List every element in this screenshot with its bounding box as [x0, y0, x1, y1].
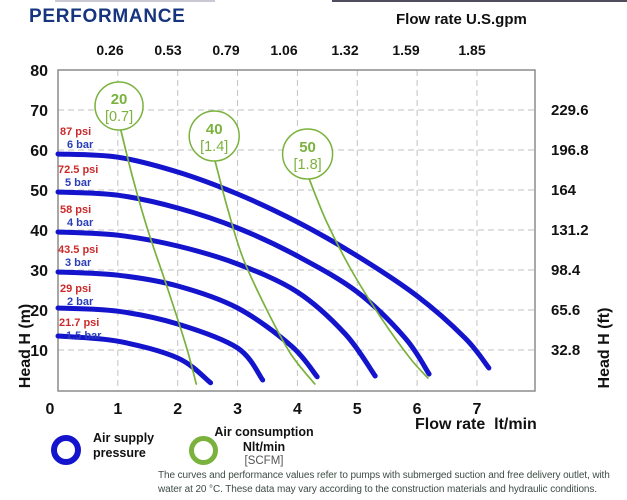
pressure-label-bar: 3 bar	[65, 257, 92, 269]
pressure-curve-1.5-bar	[55, 333, 214, 386]
air-consumption-bubble-20	[94, 81, 144, 131]
pressure-curve-3-bar	[55, 269, 320, 380]
air-consumption-curve-40	[213, 159, 316, 385]
right-tick-label: 32.8	[551, 342, 580, 359]
pressure-label-3-bar: 43.5 psi 3 bar	[58, 244, 98, 270]
pressure-label-bar: 6 bar	[67, 139, 94, 151]
legend-air-consumption-label: Air consumption Nlt/min [SCFM]	[210, 425, 318, 469]
pressure-label-2-bar: 29 psi 2 bar	[60, 283, 93, 309]
page-title: PERFORMANCE	[29, 6, 186, 27]
top-edge-artifact	[55, 0, 215, 2]
legend-air-consumption-scfm: [SCFM]	[244, 455, 284, 467]
footnote: The curves and performance values refer …	[158, 469, 624, 496]
right-tick-label: 65.6	[551, 302, 580, 319]
air-consumption-value-20: 20	[111, 91, 128, 108]
top-edge-artifact	[332, 0, 627, 2]
legend-air-consumption-line1: Air consumption	[214, 425, 314, 439]
air-consumption-value-50: 50	[299, 139, 316, 156]
bottom-tick-label: 1	[113, 401, 122, 418]
air-consumption-curve-50	[307, 177, 429, 379]
pressure-curve-6-bar	[55, 151, 492, 371]
legend-air-consumption-line2: Nlt/min	[242, 439, 286, 454]
left-tick-label: 30	[30, 263, 48, 280]
bottom-tick-label: 4	[293, 401, 302, 418]
pressure-label-psi: 43.5 psi	[58, 244, 99, 256]
pressure-curve-5-bar	[55, 189, 432, 377]
top-tick-label: 0.26	[96, 42, 123, 58]
legend-air-supply-label: Air supply pressure	[93, 431, 154, 460]
left-tick-label: 40	[30, 223, 48, 240]
air-consumption-scfm-50: [1.8]	[293, 157, 321, 173]
top-tick-label: 1.06	[270, 42, 297, 58]
right-tick-label: 164	[551, 182, 577, 199]
pressure-label-psi: 21.7 psi	[59, 317, 100, 329]
left-tick-label: 60	[30, 143, 48, 160]
air-supply-curve-swatch-icon	[51, 435, 81, 465]
legend-air-supply-line2: pressure	[93, 445, 146, 460]
top-tick-label: 1.32	[331, 42, 358, 58]
pressure-label-4-bar: 58 psi 4 bar	[60, 204, 93, 230]
bottom-tick-label: 2	[173, 401, 182, 418]
left-tick-label: 70	[30, 103, 48, 120]
top-tick-label: 0.53	[154, 42, 181, 58]
top-axis-label: Flow rate U.S.gpm	[396, 11, 527, 28]
pressure-label-5-bar: 72.5 psi 5 bar	[58, 164, 98, 190]
right-tick-label: 98.4	[551, 262, 581, 279]
pressure-label-psi: 29 psi	[60, 283, 92, 295]
bottom-tick-label: 5	[353, 401, 362, 418]
pressure-label-bar: 2 bar	[67, 296, 94, 308]
pressure-curve-4-bar	[55, 229, 378, 379]
left-axis-label: Head H (m)	[17, 303, 34, 389]
pressure-curve-2-bar	[55, 305, 266, 383]
bottom-axis-label: Flow rate lt/min	[415, 416, 537, 433]
air-consumption-bubble-50	[281, 128, 334, 180]
right-axis-label: Head H (ft)	[596, 307, 613, 389]
air-consumption-bubble-40	[188, 110, 240, 162]
top-tick-label: 0.79	[212, 42, 239, 58]
pressure-label-1.5-bar: 21.7 psi 1.5 bar	[59, 317, 101, 343]
pressure-label-psi: 72.5 psi	[58, 164, 99, 176]
left-tick-label: 80	[30, 63, 48, 80]
top-tick-label: 1.85	[458, 42, 485, 58]
pressure-label-6-bar: 87 psi 6 bar	[60, 126, 93, 152]
right-tick-label: 131.2	[551, 222, 589, 239]
bottom-tick-label: 7	[472, 401, 481, 418]
pressure-label-bar: 5 bar	[65, 177, 92, 189]
bottom-tick-label: 6	[413, 401, 422, 418]
pressure-label-psi: 58 psi	[60, 204, 92, 216]
left-tick-label: 50	[30, 183, 48, 200]
air-consumption-curve-20	[119, 129, 198, 385]
left-tick-label: 10	[30, 343, 48, 360]
legend-air-supply-line1: Air supply	[93, 431, 155, 445]
bottom-tick-label: 3	[233, 401, 242, 418]
pressure-label-psi: 87 psi	[60, 126, 92, 138]
footnote-line1: The curves and performance values refer …	[158, 470, 610, 481]
air-consumption-curve-swatch-icon	[189, 436, 218, 465]
top-tick-label: 1.59	[392, 42, 419, 58]
air-consumption-scfm-40: [1.4]	[200, 139, 228, 155]
pressure-label-bar: 4 bar	[67, 217, 94, 229]
footnote-line2: water at 20 °C. These data may vary acco…	[158, 483, 597, 495]
air-consumption-scfm-20: [0.7]	[105, 109, 133, 125]
left-tick-label: 20	[30, 303, 48, 320]
bottom-tick-label: 0	[46, 401, 55, 418]
pressure-label-bar: 1.5 bar	[66, 330, 102, 342]
air-consumption-value-40: 40	[206, 121, 223, 138]
right-tick-label: 229.6	[551, 102, 589, 119]
right-tick-label: 196.8	[551, 142, 589, 159]
